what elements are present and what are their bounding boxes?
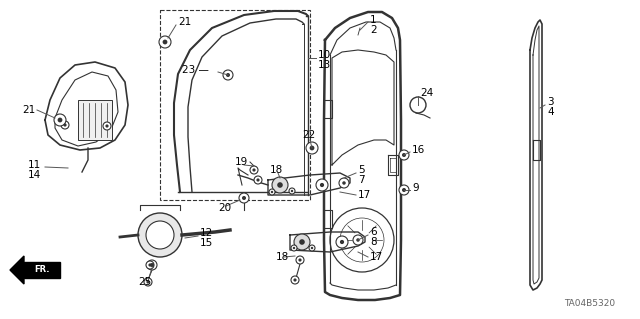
Text: 11: 11 — [28, 160, 41, 170]
Text: 1: 1 — [370, 15, 376, 25]
Circle shape — [254, 176, 262, 184]
Circle shape — [146, 221, 174, 249]
Text: 5: 5 — [358, 165, 365, 175]
Circle shape — [289, 188, 295, 194]
Circle shape — [63, 123, 67, 127]
Text: 18: 18 — [270, 165, 284, 175]
Text: 21: 21 — [22, 105, 35, 115]
Circle shape — [277, 182, 283, 188]
Circle shape — [159, 36, 171, 48]
Circle shape — [353, 235, 363, 245]
Text: 21: 21 — [178, 17, 191, 27]
Text: 19: 19 — [235, 157, 248, 167]
Circle shape — [356, 238, 360, 242]
Text: 3: 3 — [547, 97, 554, 107]
Circle shape — [399, 150, 409, 160]
Circle shape — [239, 193, 249, 203]
Circle shape — [340, 240, 344, 244]
Circle shape — [402, 188, 406, 192]
Text: TA04B5320: TA04B5320 — [564, 299, 615, 308]
Circle shape — [300, 239, 305, 245]
Text: 7: 7 — [358, 175, 365, 185]
Circle shape — [399, 185, 409, 195]
Circle shape — [309, 245, 315, 251]
Circle shape — [252, 168, 255, 172]
Circle shape — [291, 190, 293, 192]
Circle shape — [223, 70, 233, 80]
Circle shape — [257, 178, 260, 182]
Text: FR.: FR. — [35, 265, 50, 275]
Text: 17: 17 — [370, 252, 383, 262]
Circle shape — [310, 145, 314, 150]
Text: 4: 4 — [547, 107, 554, 117]
Circle shape — [293, 278, 296, 282]
Text: 6: 6 — [370, 227, 376, 237]
Polygon shape — [24, 262, 60, 278]
Circle shape — [311, 247, 313, 249]
Circle shape — [147, 280, 150, 284]
Circle shape — [147, 260, 157, 270]
Circle shape — [293, 247, 295, 249]
Circle shape — [138, 213, 182, 257]
Circle shape — [58, 118, 63, 122]
Text: 2: 2 — [370, 25, 376, 35]
Circle shape — [54, 114, 66, 126]
Text: 17: 17 — [358, 190, 371, 200]
Circle shape — [291, 245, 297, 251]
Circle shape — [150, 263, 154, 267]
Circle shape — [336, 236, 348, 248]
Circle shape — [339, 178, 349, 188]
Text: 13: 13 — [318, 60, 332, 70]
Circle shape — [298, 258, 301, 262]
Text: 10: 10 — [318, 50, 331, 60]
Text: 8: 8 — [370, 237, 376, 247]
Circle shape — [320, 183, 324, 187]
Circle shape — [316, 179, 328, 191]
Circle shape — [294, 234, 310, 250]
Text: 15: 15 — [200, 238, 213, 248]
Circle shape — [342, 181, 346, 185]
Circle shape — [61, 121, 69, 129]
Polygon shape — [10, 256, 24, 284]
Circle shape — [144, 278, 152, 286]
Text: 24: 24 — [420, 88, 433, 98]
Circle shape — [226, 73, 230, 77]
Text: 9: 9 — [412, 183, 419, 193]
Circle shape — [296, 256, 304, 264]
Circle shape — [306, 142, 318, 154]
Circle shape — [148, 263, 152, 267]
Text: 23 —: 23 — — [182, 65, 209, 75]
Circle shape — [106, 124, 109, 128]
Text: 14: 14 — [28, 170, 41, 180]
Text: 16: 16 — [412, 145, 425, 155]
Text: 20: 20 — [218, 203, 231, 213]
Circle shape — [163, 40, 168, 44]
Text: 25: 25 — [138, 277, 151, 287]
Circle shape — [291, 276, 299, 284]
Circle shape — [146, 261, 154, 269]
Circle shape — [402, 153, 406, 157]
Circle shape — [271, 191, 273, 193]
Circle shape — [269, 189, 275, 195]
Text: 18: 18 — [276, 252, 289, 262]
Bar — [78, 100, 112, 140]
Bar — [160, 10, 310, 200]
Text: 22: 22 — [302, 130, 316, 140]
Circle shape — [250, 166, 258, 174]
Circle shape — [272, 177, 288, 193]
Text: 12: 12 — [200, 228, 213, 238]
Circle shape — [242, 196, 246, 200]
Circle shape — [103, 122, 111, 130]
